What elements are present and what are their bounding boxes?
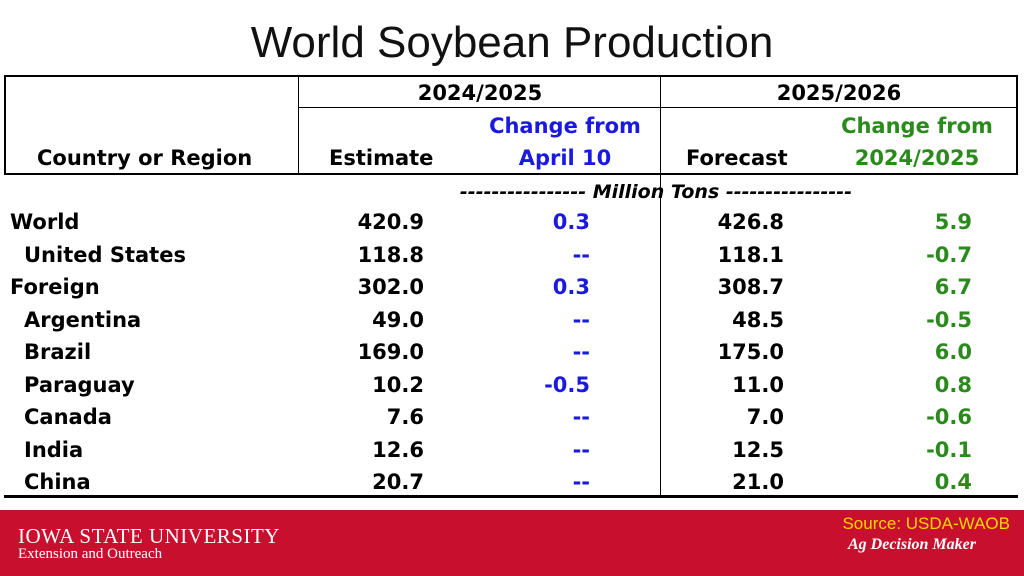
cell-change-b: -0.1 <box>926 438 972 462</box>
cell-forecast: 175.0 <box>717 340 784 364</box>
cell-region: Paraguay <box>24 373 135 397</box>
cell-forecast: 21.0 <box>732 470 784 494</box>
col-divider-1 <box>298 75 299 175</box>
page-title: World Soybean Production <box>250 18 774 67</box>
header-bottom-border <box>4 173 1018 175</box>
cell-change-a: -0.5 <box>544 373 590 397</box>
cell-estimate: 12.6 <box>372 438 424 462</box>
change-a-header-line1: Change from <box>489 114 641 138</box>
period-divider <box>298 107 1018 108</box>
source-credit: Source: USDA-WAOB <box>842 514 1010 533</box>
cell-change-b: -0.7 <box>926 243 972 267</box>
footer-bar: IOWA STATE UNIVERSITY Extension and Outr… <box>0 510 1024 576</box>
cell-region: Argentina <box>24 308 142 332</box>
cell-region: China <box>24 470 91 494</box>
cell-region: Foreign <box>10 275 100 299</box>
university-logo-text: IOWA STATE UNIVERSITY <box>18 524 280 548</box>
country-header: Country or Region <box>37 146 253 170</box>
cell-estimate: 20.7 <box>372 470 424 494</box>
cell-change-a: -- <box>572 340 590 364</box>
cell-forecast: 7.0 <box>746 405 784 429</box>
change-b-header-line2: 2024/2025 <box>854 146 980 170</box>
period-b-header: 2025/2026 <box>776 81 902 105</box>
cell-region: Canada <box>24 405 112 429</box>
table-bottom-border <box>4 495 1018 498</box>
cell-region: United States <box>24 243 186 267</box>
brand-text: Ag Decision Maker <box>848 536 976 553</box>
cell-estimate: 7.6 <box>386 405 424 429</box>
cell-change-b: -0.6 <box>926 405 972 429</box>
table-top-border <box>4 75 1018 77</box>
cell-change-b: 6.7 <box>934 275 972 299</box>
cell-forecast: 11.0 <box>732 373 784 397</box>
production-table: 2024/2025 2025/2026 Country or Region Es… <box>4 75 1018 498</box>
cell-region: India <box>24 438 84 462</box>
cell-change-a: -- <box>572 405 590 429</box>
cell-change-b: 0.4 <box>934 470 972 494</box>
period-a-header: 2024/2025 <box>417 81 543 105</box>
change-b-header-line1: Change from <box>841 114 993 138</box>
cell-region: Brazil <box>24 340 92 364</box>
cell-estimate: 302.0 <box>357 275 424 299</box>
cell-forecast: 308.7 <box>717 275 784 299</box>
cell-region: World <box>10 210 80 234</box>
cell-estimate: 169.0 <box>357 340 424 364</box>
cell-change-a: -- <box>572 308 590 332</box>
col-divider-2 <box>660 75 661 497</box>
cell-forecast: 426.8 <box>717 210 784 234</box>
cell-forecast: 12.5 <box>732 438 784 462</box>
right-border <box>1016 75 1018 175</box>
cell-change-a: -- <box>572 438 590 462</box>
left-border <box>4 75 6 175</box>
cell-change-b: 5.9 <box>934 210 972 234</box>
cell-change-b: 6.0 <box>934 340 972 364</box>
cell-change-a: 0.3 <box>552 275 590 299</box>
cell-estimate: 49.0 <box>372 308 424 332</box>
cell-change-a: -- <box>572 243 590 267</box>
cell-estimate: 118.8 <box>357 243 424 267</box>
cell-forecast: 48.5 <box>732 308 784 332</box>
forecast-header: Forecast <box>686 146 788 170</box>
cell-change-a: 0.3 <box>552 210 590 234</box>
cell-estimate: 420.9 <box>357 210 424 234</box>
cell-change-b: 0.8 <box>934 373 972 397</box>
cell-change-b: -0.5 <box>926 308 972 332</box>
units-label: ---------------- Million Tons ----------… <box>459 181 853 203</box>
cell-change-a: -- <box>572 470 590 494</box>
extension-text: Extension and Outreach <box>18 546 163 562</box>
estimate-header: Estimate <box>329 146 434 170</box>
cell-estimate: 10.2 <box>372 373 424 397</box>
cell-forecast: 118.1 <box>717 243 784 267</box>
change-a-header-line2: April 10 <box>518 146 612 170</box>
